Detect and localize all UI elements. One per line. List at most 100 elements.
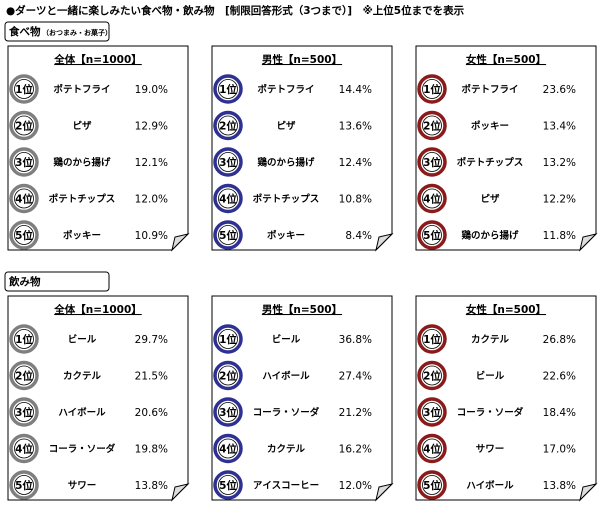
item-name: サワー	[476, 444, 505, 455]
item-name: ハイボール	[262, 370, 310, 382]
item-name: ピザ	[480, 193, 500, 205]
panel-header: 女性【n=500】	[466, 53, 546, 66]
item-name: 鶏のから揚げ	[52, 157, 111, 169]
rank-inner	[218, 115, 238, 136]
item-name: ポテトフライ	[257, 84, 314, 96]
panel	[7, 295, 189, 501]
rank-inner	[14, 79, 34, 99]
rank-label: 1位	[219, 333, 237, 346]
rank-label: 2位	[15, 120, 33, 133]
panel-header: 男性【n=500】	[262, 53, 342, 66]
rank-label: 1位	[423, 333, 441, 346]
item-name: ポッキー	[63, 230, 101, 242]
panel	[415, 295, 597, 501]
item-name: ポッキー	[471, 120, 509, 132]
item-name: カクテル	[267, 444, 306, 455]
panel	[7, 45, 189, 251]
rank-inner	[14, 402, 34, 422]
item-value: 27.4%	[339, 371, 372, 383]
rank-label: 4位	[219, 443, 237, 456]
panel	[211, 45, 393, 251]
item-value: 12.1%	[135, 157, 168, 169]
item-value: 13.8%	[135, 480, 168, 492]
rank-label: 3位	[219, 406, 237, 419]
rank-inner	[218, 152, 238, 172]
item-value: 11.8%	[543, 230, 576, 242]
item-value: 10.9%	[135, 230, 168, 242]
rank-label: 3位	[423, 406, 441, 419]
rank-inner	[422, 365, 442, 386]
item-value: 36.8%	[339, 334, 372, 346]
panel-fold	[375, 483, 394, 502]
item-value: 14.4%	[339, 84, 372, 96]
item-value: 18.4%	[543, 407, 576, 419]
panel-fold	[171, 233, 190, 252]
rank-inner	[14, 475, 34, 495]
rank-inner	[218, 79, 238, 99]
rank-label: 5位	[15, 479, 33, 492]
rank-label: 1位	[15, 333, 33, 346]
item-value: 8.4%	[345, 230, 372, 242]
panel-fold	[171, 483, 190, 502]
item-value: 13.4%	[543, 121, 576, 133]
panel-header: 全体【n=1000】	[53, 303, 142, 316]
rank-label: 2位	[219, 370, 237, 383]
rank-inner	[422, 329, 442, 349]
item-value: 20.6%	[135, 407, 168, 419]
section-label: 飲み物	[8, 275, 41, 288]
item-name: ビール	[476, 370, 505, 382]
rank-inner	[14, 438, 34, 459]
item-value: 13.6%	[339, 121, 372, 133]
item-value: 21.5%	[135, 371, 168, 383]
rank-inner	[422, 475, 442, 495]
rank-inner	[218, 329, 238, 349]
rank-label: 1位	[219, 83, 237, 96]
item-value: 13.2%	[543, 157, 576, 169]
rank-label: 1位	[15, 83, 33, 96]
rank-inner	[14, 152, 34, 172]
rank-label: 3位	[15, 406, 33, 419]
rank-inner	[422, 402, 442, 422]
rank-inner	[422, 115, 442, 136]
rank-label: 5位	[423, 229, 441, 242]
item-value: 13.8%	[543, 480, 576, 492]
item-name: ポテトフライ	[461, 84, 518, 96]
panel-fold	[579, 233, 598, 252]
item-value: 12.4%	[339, 157, 372, 169]
rank-inner	[14, 329, 34, 349]
rank-inner	[14, 115, 34, 136]
rank-label: 4位	[15, 193, 33, 206]
item-name: コーラ・ソーダ	[457, 407, 524, 419]
rank-inner	[14, 225, 34, 245]
rank-label: 4位	[15, 443, 33, 456]
item-name: コーラ・ソーダ	[253, 407, 320, 419]
section-label-box	[4, 271, 110, 292]
rank-label: 5位	[15, 229, 33, 242]
item-name: カクテル	[63, 371, 102, 382]
item-name: ポテトチップス	[253, 193, 320, 205]
section-label-box	[4, 21, 110, 42]
item-name: ポッキー	[267, 230, 305, 242]
item-name: 鶏のから揚げ	[256, 157, 315, 169]
rank-inner	[218, 402, 238, 422]
item-name: ピザ	[72, 120, 92, 132]
rank-inner	[422, 79, 442, 99]
item-value: 12.0%	[339, 480, 372, 492]
section-label: 食べ物	[8, 25, 41, 38]
item-name: ポテトチップス	[49, 193, 116, 205]
rank-label: 2位	[15, 370, 33, 383]
rank-label: 5位	[219, 229, 237, 242]
section-sublabel: （おつまみ・お菓子）	[42, 28, 112, 37]
item-name: ビール	[68, 334, 97, 346]
rank-label: 4位	[423, 443, 441, 456]
item-value: 10.8%	[339, 194, 372, 206]
item-name: アイスコーヒー	[253, 481, 319, 492]
item-name: ピザ	[276, 120, 296, 132]
item-name: ハイボール	[58, 407, 106, 419]
panel-header: 女性【n=500】	[466, 303, 546, 316]
rank-label: 4位	[423, 193, 441, 206]
item-value: 22.6%	[543, 371, 576, 383]
item-value: 21.2%	[339, 407, 372, 419]
item-value: 12.2%	[543, 194, 576, 206]
